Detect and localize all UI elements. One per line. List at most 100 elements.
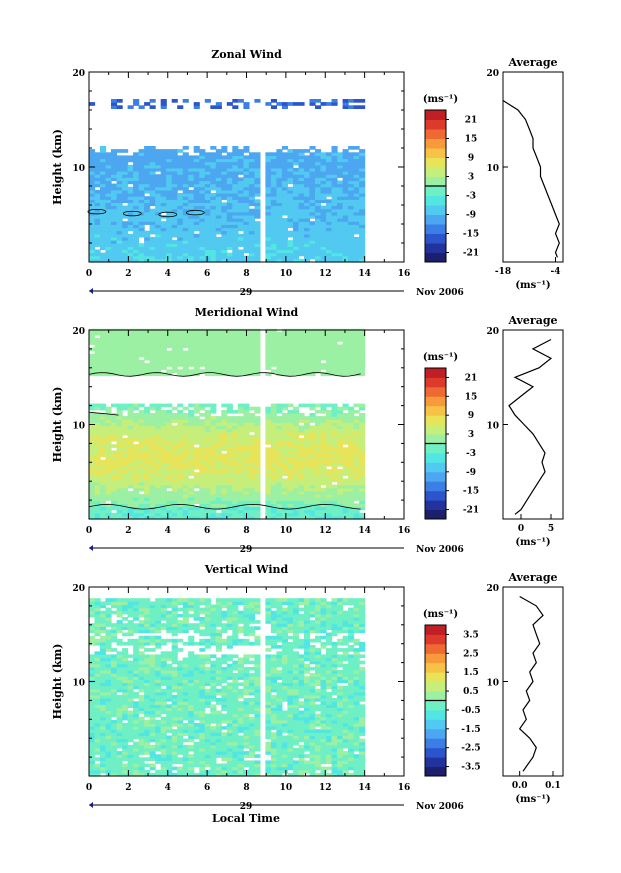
heatmap-cell [221, 164, 228, 169]
heatmap-cell [111, 208, 118, 213]
heatmap-cell [221, 230, 228, 235]
heatmap-cell [276, 161, 283, 166]
heatmap-cell [160, 366, 167, 370]
heatmap-cell [177, 243, 184, 247]
heatmap-cell [293, 335, 300, 339]
heatmap-cell [243, 490, 250, 495]
heatmap-cell [298, 174, 305, 178]
heatmap-cell [166, 186, 173, 191]
heatmap-cell [89, 484, 96, 489]
heatmap-cell [155, 481, 162, 486]
heatmap-cell [149, 180, 156, 185]
heatmap-cell [116, 193, 123, 197]
heatmap-cell [100, 462, 107, 467]
heatmap-cell [160, 425, 167, 430]
heatmap-cell [116, 719, 123, 724]
heatmap-cell [348, 146, 355, 150]
heatmap-cell [215, 328, 222, 333]
heatmap-cell [193, 149, 200, 153]
heatmap-cell [105, 670, 112, 674]
heatmap-cell [100, 189, 107, 194]
heatmap-cell [89, 183, 96, 188]
heatmap-cell [193, 105, 200, 109]
heatmap-cell [177, 472, 184, 476]
heatmap-cell [160, 341, 167, 345]
heatmap-cell [298, 413, 305, 417]
heatmap-cell [171, 434, 178, 439]
heatmap-cell [309, 205, 316, 210]
heatmap-cell [337, 202, 344, 207]
heatmap-cell [353, 196, 360, 200]
heatmap-cell [100, 747, 107, 752]
heatmap-cell [331, 335, 338, 339]
heatmap-cell [248, 500, 255, 504]
heatmap-cell [348, 512, 355, 517]
heatmap-cell [348, 215, 355, 219]
heatmap-cell [287, 218, 294, 222]
heatmap-cell [122, 763, 129, 768]
heatmap-cell [326, 180, 333, 185]
heatmap-cell [293, 171, 300, 175]
heatmap-cell [226, 211, 233, 216]
heatmap-cell [111, 246, 118, 250]
heatmap-cell [116, 626, 123, 630]
heatmap-cell [116, 769, 123, 774]
heatmap-cell [281, 183, 288, 188]
heatmap-cell [89, 227, 96, 232]
heatmap-cell [331, 258, 338, 263]
heatmap-cell [199, 167, 206, 172]
heatmap-cell [309, 335, 316, 339]
heatmap-cell [138, 360, 145, 364]
heatmap-cell [281, 186, 288, 191]
heatmap-cell [144, 347, 151, 352]
heatmap-cell [199, 428, 206, 433]
heatmap-cell [309, 211, 316, 216]
heatmap-cell [265, 360, 272, 364]
heatmap-cell [248, 347, 255, 352]
heatmap-cell [100, 657, 107, 662]
heatmap-cell [226, 462, 233, 467]
heatmap-cell [315, 353, 322, 358]
heatmap-cell [326, 409, 333, 414]
heatmap-cell [353, 450, 360, 455]
heatmap-cell [281, 428, 288, 433]
heatmap-cell [320, 353, 327, 358]
heatmap-cell [127, 751, 134, 755]
heatmap-cell [215, 258, 222, 263]
heatmap-cell [111, 741, 118, 746]
heatmap-cell [133, 741, 140, 746]
heatmap-cell [111, 666, 118, 671]
heatmap-cell [348, 158, 355, 163]
heatmap-cell [138, 769, 145, 774]
heatmap-cell [254, 490, 261, 495]
heatmap-cell [133, 450, 140, 455]
heatmap-cell [166, 233, 173, 238]
heatmap-cell [127, 769, 134, 774]
heatmap-cell [210, 183, 217, 188]
heatmap-cell [215, 478, 222, 483]
heatmap-cell [210, 490, 217, 495]
heatmap-cell [237, 506, 244, 511]
heatmap-cell [237, 462, 244, 467]
heatmap-cell [348, 369, 355, 373]
heatmap-cell [276, 224, 283, 229]
heatmap-cell [281, 338, 288, 342]
heatmap-cell [265, 243, 272, 247]
heatmap-cell [232, 363, 239, 367]
heatmap-cell [105, 469, 112, 473]
heatmap-cell [144, 726, 151, 730]
heatmap-cell [210, 335, 217, 339]
heatmap-cell [265, 509, 272, 514]
heatmap-cell [265, 174, 272, 178]
heatmap-cell [138, 462, 145, 467]
heatmap-cell [315, 487, 322, 492]
heatmap-cell [342, 255, 349, 260]
heatmap-cell [348, 363, 355, 367]
heatmap-cell [89, 676, 96, 680]
heatmap-cell [155, 174, 162, 178]
heatmap-cell [160, 356, 167, 361]
heatmap-cell [160, 441, 167, 445]
heatmap-cell [221, 258, 228, 263]
heatmap-cell [166, 419, 173, 423]
heatmap-cell [122, 406, 129, 411]
